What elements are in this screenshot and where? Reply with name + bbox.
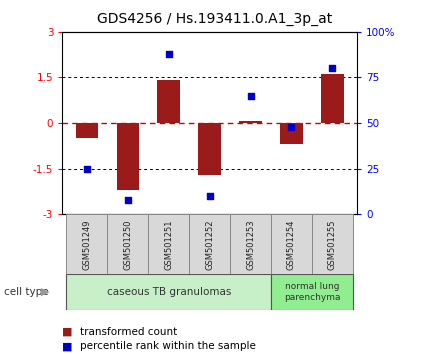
Bar <box>280 123 303 144</box>
Text: GSM501251: GSM501251 <box>164 219 173 269</box>
Text: normal lung
parenchyma: normal lung parenchyma <box>284 282 340 302</box>
Text: cell type: cell type <box>4 287 49 297</box>
Point <box>83 166 90 171</box>
Point <box>329 65 336 71</box>
Bar <box>189 214 230 274</box>
Bar <box>198 123 221 175</box>
Text: ■: ■ <box>62 327 73 337</box>
Text: percentile rank within the sample: percentile rank within the sample <box>80 341 255 351</box>
Bar <box>67 214 108 274</box>
Bar <box>312 214 353 274</box>
Text: GSM501250: GSM501250 <box>123 219 132 269</box>
Point <box>165 51 172 57</box>
Point <box>124 197 131 202</box>
Bar <box>239 121 262 123</box>
Bar <box>108 214 148 274</box>
Bar <box>67 274 271 310</box>
Text: ■: ■ <box>62 341 73 351</box>
Bar <box>271 214 312 274</box>
Text: GSM501252: GSM501252 <box>205 219 214 269</box>
Point <box>247 93 254 98</box>
Point <box>206 193 213 199</box>
Bar <box>117 123 139 190</box>
Bar <box>76 123 98 138</box>
Bar <box>230 214 271 274</box>
Text: ▶: ▶ <box>41 287 49 297</box>
Bar <box>157 80 180 123</box>
Bar <box>321 74 344 123</box>
Text: caseous TB granulomas: caseous TB granulomas <box>107 287 231 297</box>
Text: GSM501255: GSM501255 <box>328 219 337 269</box>
Text: GSM501249: GSM501249 <box>83 219 92 269</box>
Text: GSM501253: GSM501253 <box>246 219 255 270</box>
Bar <box>148 214 189 274</box>
Point <box>288 124 295 130</box>
Text: transformed count: transformed count <box>80 327 177 337</box>
Bar <box>271 274 353 310</box>
Text: GSM501254: GSM501254 <box>287 219 296 269</box>
Text: GDS4256 / Hs.193411.0.A1_3p_at: GDS4256 / Hs.193411.0.A1_3p_at <box>97 12 333 27</box>
